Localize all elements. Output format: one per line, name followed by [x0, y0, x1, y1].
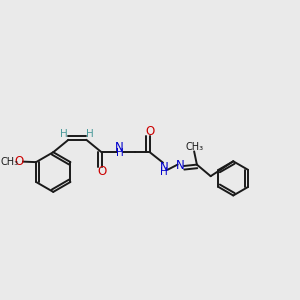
Text: O: O: [145, 125, 154, 138]
Text: CH₃: CH₃: [185, 142, 203, 152]
Text: N: N: [176, 159, 185, 172]
Text: H: H: [160, 167, 168, 177]
Text: H: H: [86, 129, 94, 139]
Text: H: H: [60, 129, 67, 139]
Text: O: O: [14, 155, 24, 168]
Text: N: N: [160, 161, 169, 174]
Text: CH₃: CH₃: [0, 157, 18, 166]
Text: O: O: [97, 165, 106, 178]
Text: H: H: [116, 148, 123, 158]
Text: N: N: [115, 141, 124, 154]
